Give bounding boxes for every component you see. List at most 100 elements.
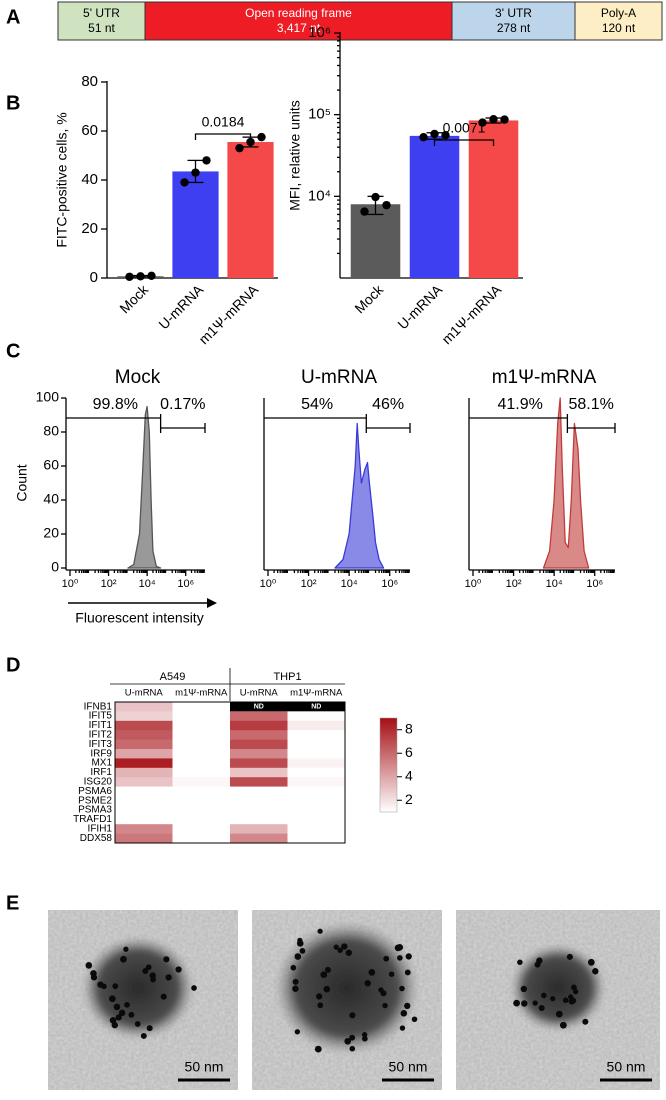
heatmap-cell xyxy=(172,730,231,740)
y-axis-label: FITC-positive cells, % xyxy=(54,112,70,247)
heatmap-cell xyxy=(115,777,173,787)
gold-particle xyxy=(404,969,411,976)
gate-label: 99.8% xyxy=(93,396,138,413)
heatmap-cell xyxy=(287,814,346,825)
heatmap-cell xyxy=(172,786,231,797)
scale-bar-label: 50 nm xyxy=(389,1059,428,1075)
gold-particle xyxy=(160,993,167,1000)
x-tick-label: Mock xyxy=(351,281,387,317)
gold-particle xyxy=(405,953,412,960)
x-tick-label: 10² xyxy=(301,578,317,590)
heatmap-cell xyxy=(115,814,173,825)
y-tick-label: 10⁶ xyxy=(308,24,331,41)
scale-bar-label: 50 nm xyxy=(607,1059,646,1075)
gold-particle xyxy=(142,967,149,974)
column-label: m1Ψ-mRNA xyxy=(175,688,228,699)
heatmap-cell xyxy=(115,730,173,740)
gold-particle xyxy=(299,948,306,954)
heatmap-cell xyxy=(230,749,288,759)
construct-segment xyxy=(57,1,146,41)
gold-particle xyxy=(134,1021,141,1027)
p-value: 0.0184 xyxy=(202,114,245,130)
data-point xyxy=(180,178,189,187)
column-label: m1Ψ-mRNA xyxy=(290,688,343,699)
heatmap-cell xyxy=(172,824,231,834)
gold-particle xyxy=(397,955,403,961)
significance-bracket xyxy=(194,133,252,140)
heatmap-cell xyxy=(287,758,346,769)
row-label: TRAFD1 xyxy=(73,814,112,825)
y-tick-label: 0 xyxy=(51,559,59,575)
segment-name: 5' UTR xyxy=(83,6,120,20)
gold-particle xyxy=(175,966,182,973)
heatmap-cell xyxy=(172,711,231,722)
gold-particle xyxy=(382,1002,388,1009)
heatmap-cell xyxy=(115,805,173,816)
data-point xyxy=(500,115,509,124)
y-tick-label: 60 xyxy=(43,457,59,473)
gold-particle xyxy=(411,1016,418,1023)
gold-particle xyxy=(115,1014,122,1021)
gold-particle xyxy=(123,946,129,952)
heatmap-cell xyxy=(230,824,288,834)
data-point xyxy=(441,131,450,140)
gold-particle xyxy=(124,1001,130,1008)
data-point xyxy=(360,207,369,216)
data-point xyxy=(382,200,391,210)
gold-particle xyxy=(165,974,172,981)
heatmap-cell xyxy=(115,758,173,769)
data-point xyxy=(257,132,266,142)
row-label: PSMA3 xyxy=(78,805,112,816)
gold-particle xyxy=(399,985,405,992)
gold-particle xyxy=(320,971,328,979)
gold-particle xyxy=(562,997,569,1004)
gold-particle xyxy=(404,1002,411,1010)
gold-particle xyxy=(520,985,528,993)
histogram-area xyxy=(542,397,590,569)
heatmap-cell xyxy=(172,702,231,712)
segment-length: 120 nt xyxy=(602,21,636,35)
gold-particle xyxy=(146,1025,153,1032)
y-tick-label: 40 xyxy=(43,491,59,507)
micrograph: 50 nm xyxy=(48,910,238,1090)
gold-particle xyxy=(317,1002,324,1009)
gold-particle xyxy=(349,1034,356,1041)
x-tick-label: U-mRNA xyxy=(155,281,206,332)
na-label: ND xyxy=(311,704,321,711)
gold-particle xyxy=(570,984,577,991)
gold-particle xyxy=(541,992,547,999)
gold-particle xyxy=(569,997,577,1004)
colorbar-label: 8 xyxy=(405,720,413,736)
histogram-area xyxy=(127,405,162,569)
row-label: DDX58 xyxy=(80,833,113,844)
heatmap-cell xyxy=(287,777,346,787)
gold-particle xyxy=(566,953,573,960)
segment-length: 278 nt xyxy=(497,21,531,35)
construct-segment xyxy=(574,1,663,41)
gold-particle xyxy=(536,957,543,964)
heatmap-cell xyxy=(230,767,288,778)
row-label: IFIH1 xyxy=(88,824,113,835)
gold-particle xyxy=(317,928,323,934)
data-point xyxy=(489,115,498,124)
gold-particle xyxy=(341,943,348,950)
row-label: IFNB1 xyxy=(84,701,113,712)
x-tick-label: 10⁰ xyxy=(260,578,277,590)
gold-particle xyxy=(517,959,523,966)
panel-label: B xyxy=(6,92,20,114)
data-point xyxy=(136,272,145,281)
x-tick-label: 10⁶ xyxy=(177,578,194,590)
heatmap-cell xyxy=(115,711,173,722)
x-tick-label: 10⁴ xyxy=(139,578,156,590)
na-label: ND xyxy=(254,704,264,711)
data-point xyxy=(191,168,200,177)
histogram-title: U-mRNA xyxy=(301,367,377,388)
heatmap-cell xyxy=(115,767,173,778)
gold-particle xyxy=(128,1011,135,1018)
heatmap-cell xyxy=(230,833,288,844)
heatmap-cell xyxy=(230,777,288,787)
gold-particle xyxy=(538,1005,545,1012)
segment-name: Open reading frame xyxy=(245,6,352,20)
gold-particle xyxy=(191,985,197,991)
